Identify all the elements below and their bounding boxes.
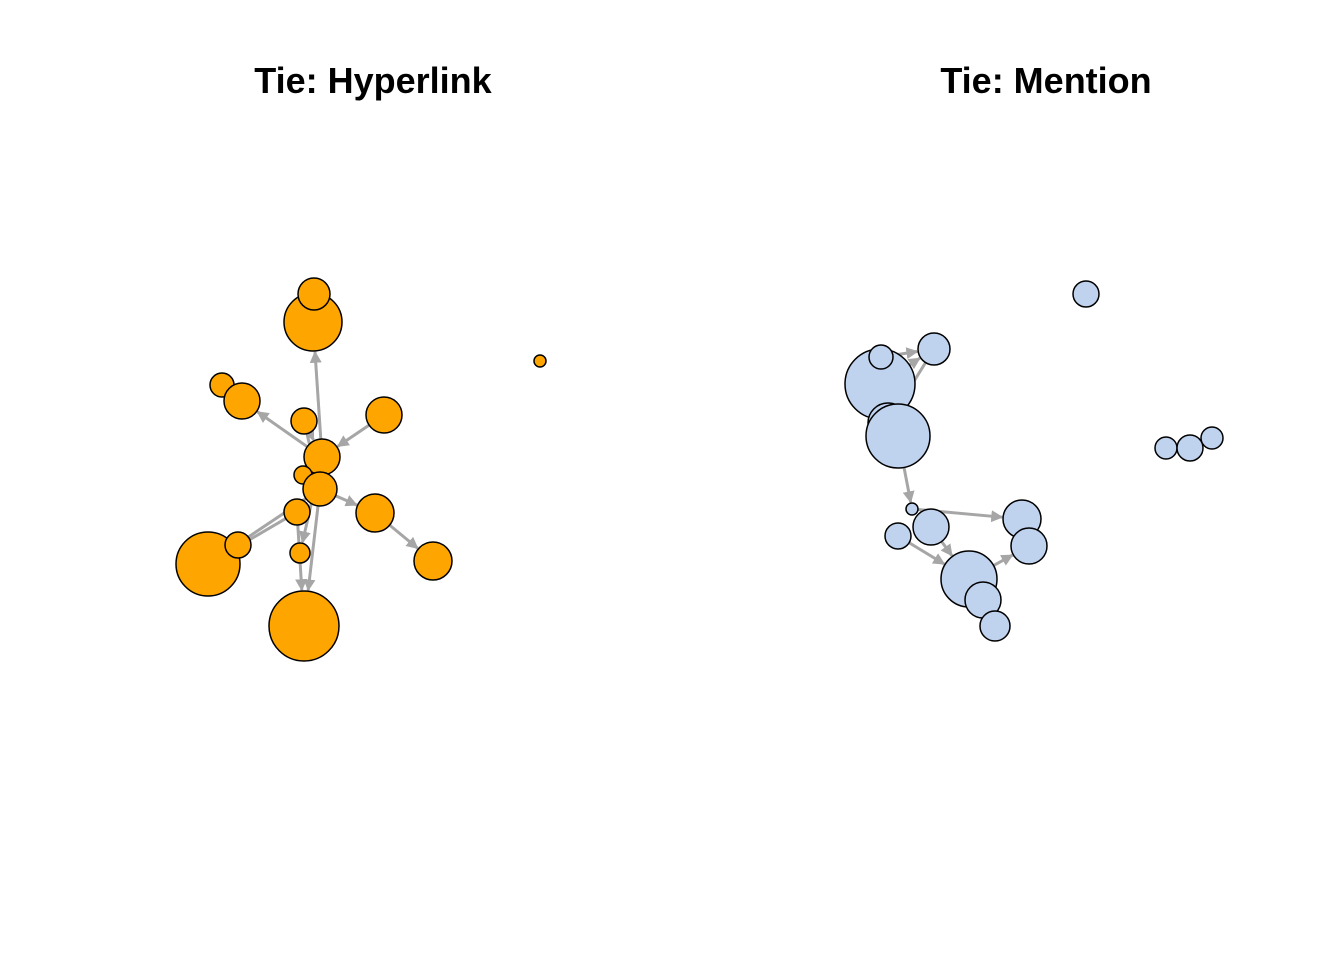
node-mention-6	[912, 508, 950, 546]
node-hyperlink-10	[355, 493, 395, 533]
edge-hyperlink-3	[336, 423, 370, 448]
node-mention-5	[905, 502, 919, 516]
node-mention-3	[868, 344, 894, 370]
node-hyperlink-8	[302, 471, 338, 507]
node-hyperlink-16	[533, 354, 547, 368]
node-hyperlink-11	[175, 531, 241, 597]
node-group-mention	[844, 280, 1224, 642]
node-mention-4	[917, 332, 951, 366]
edge-hyperlink-4	[334, 494, 358, 507]
node-mention-9	[1010, 527, 1048, 565]
node-hyperlink-5	[290, 407, 318, 435]
panel-title-hyperlink: Tie: Hyperlink	[254, 60, 492, 101]
node-mention-16	[1200, 426, 1224, 450]
panel-title-mention: Tie: Mention	[940, 60, 1151, 101]
edge-mention-6	[908, 541, 946, 566]
node-mention-13	[1072, 280, 1100, 308]
node-hyperlink-9	[283, 498, 311, 526]
node-hyperlink-14	[413, 541, 453, 581]
node-mention-12	[979, 610, 1011, 642]
node-mention-2	[865, 403, 931, 469]
panel-mention: Tie: Mention	[844, 60, 1224, 642]
node-hyperlink-15	[268, 590, 340, 662]
node-mention-15	[1176, 434, 1204, 462]
node-hyperlink-4	[365, 396, 403, 434]
edge-hyperlink-2	[303, 427, 315, 442]
edge-hyperlink-8	[303, 505, 320, 592]
node-hyperlink-1	[297, 277, 331, 311]
node-hyperlink-3	[223, 382, 261, 420]
node-group-hyperlink	[175, 277, 547, 662]
edge-mention-0	[907, 356, 921, 370]
edge-mention-3	[902, 467, 915, 504]
edge-hyperlink-5	[388, 523, 419, 550]
edge-hyperlink-1	[256, 410, 309, 448]
node-mention-7	[884, 522, 912, 550]
node-hyperlink-12	[224, 531, 252, 559]
panel-hyperlink: Tie: Hyperlink	[175, 60, 547, 662]
edge-mention-5	[940, 540, 954, 557]
node-hyperlink-13	[289, 542, 311, 564]
node-mention-14	[1154, 436, 1178, 460]
edge-mention-7	[992, 553, 1014, 567]
edge-hyperlink-0	[309, 350, 323, 440]
